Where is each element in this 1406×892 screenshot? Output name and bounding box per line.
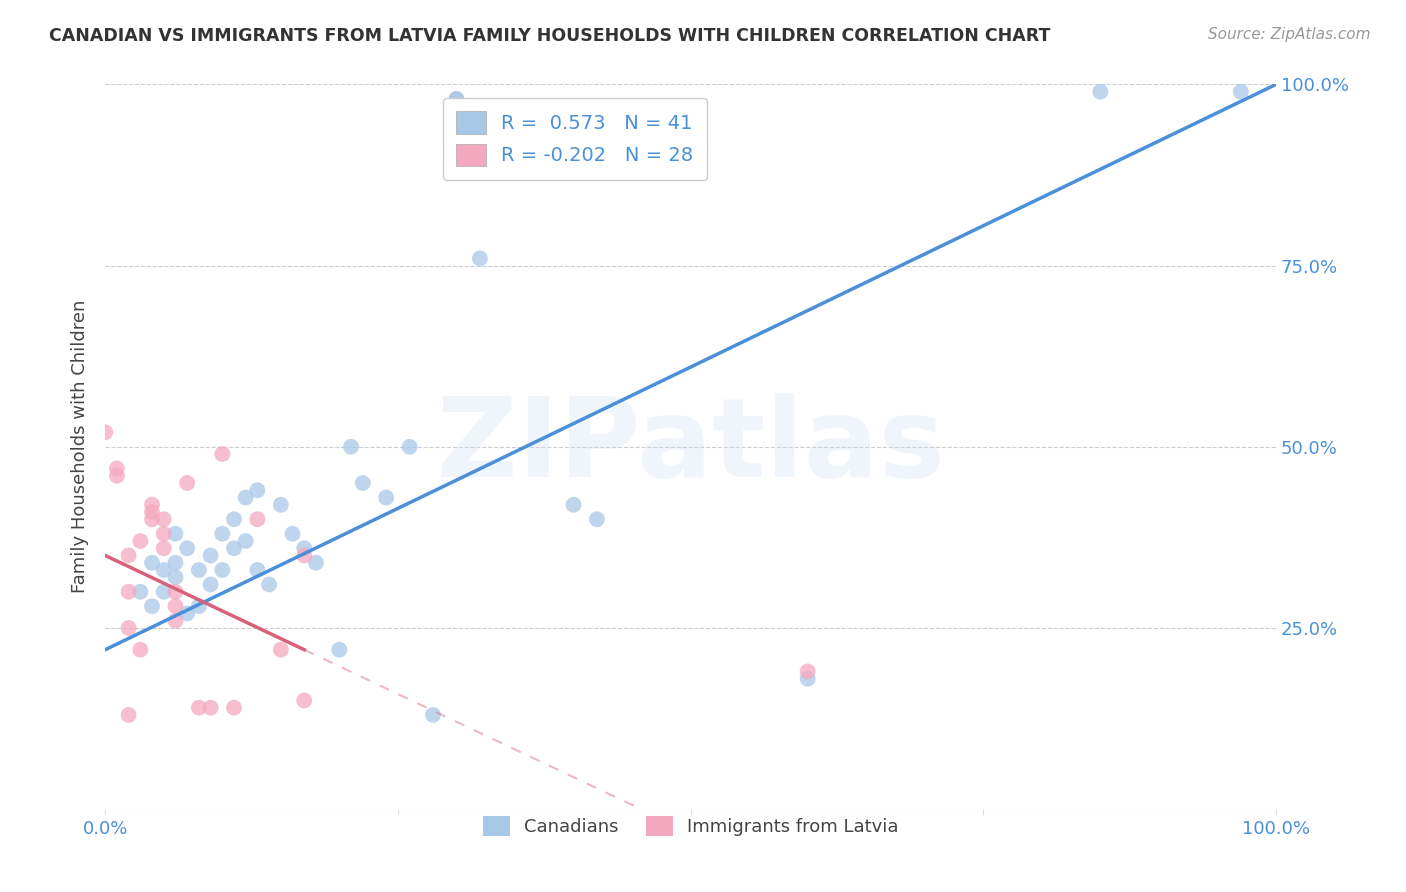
- Point: [152, 512, 174, 526]
- Point: [446, 92, 468, 106]
- Point: [176, 476, 198, 491]
- Point: [141, 498, 163, 512]
- Point: [165, 570, 187, 584]
- Point: [246, 563, 269, 577]
- Point: [398, 440, 420, 454]
- Point: [1230, 85, 1253, 99]
- Point: [246, 512, 269, 526]
- Point: [375, 491, 398, 505]
- Point: [235, 534, 257, 549]
- Text: CANADIAN VS IMMIGRANTS FROM LATVIA FAMILY HOUSEHOLDS WITH CHILDREN CORRELATION C: CANADIAN VS IMMIGRANTS FROM LATVIA FAMIL…: [49, 27, 1050, 45]
- Point: [117, 549, 139, 563]
- Point: [352, 476, 374, 491]
- Point: [270, 498, 292, 512]
- Point: [1090, 85, 1112, 99]
- Point: [187, 700, 209, 714]
- Point: [222, 541, 245, 556]
- Point: [187, 599, 209, 614]
- Point: [129, 642, 152, 657]
- Point: [222, 512, 245, 526]
- Point: [117, 621, 139, 635]
- Point: [200, 700, 222, 714]
- Point: [165, 599, 187, 614]
- Point: [292, 541, 315, 556]
- Point: [176, 607, 198, 621]
- Point: [141, 556, 163, 570]
- Point: [211, 526, 233, 541]
- Point: [176, 541, 198, 556]
- Point: [117, 584, 139, 599]
- Point: [340, 440, 363, 454]
- Point: [105, 461, 128, 475]
- Point: [165, 614, 187, 628]
- Point: [152, 563, 174, 577]
- Point: [152, 584, 174, 599]
- Point: [211, 447, 233, 461]
- Point: [187, 563, 209, 577]
- Point: [211, 563, 233, 577]
- Point: [200, 549, 222, 563]
- Point: [117, 707, 139, 722]
- Point: [165, 556, 187, 570]
- Point: [152, 541, 174, 556]
- Point: [446, 92, 468, 106]
- Point: [305, 556, 328, 570]
- Point: [796, 665, 818, 679]
- Point: [141, 599, 163, 614]
- Point: [468, 252, 491, 266]
- Point: [129, 534, 152, 549]
- Point: [292, 549, 315, 563]
- Point: [270, 642, 292, 657]
- Legend: Canadians, Immigrants from Latvia: Canadians, Immigrants from Latvia: [475, 808, 905, 844]
- Point: [165, 526, 187, 541]
- Point: [105, 468, 128, 483]
- Point: [165, 584, 187, 599]
- Point: [129, 584, 152, 599]
- Y-axis label: Family Households with Children: Family Households with Children: [72, 300, 89, 593]
- Point: [562, 498, 585, 512]
- Point: [152, 526, 174, 541]
- Point: [586, 512, 609, 526]
- Point: [94, 425, 117, 440]
- Point: [141, 512, 163, 526]
- Point: [281, 526, 304, 541]
- Text: ZIPatlas: ZIPatlas: [437, 393, 945, 500]
- Point: [796, 672, 818, 686]
- Point: [422, 707, 444, 722]
- Point: [235, 491, 257, 505]
- Text: Source: ZipAtlas.com: Source: ZipAtlas.com: [1208, 27, 1371, 42]
- Point: [246, 483, 269, 498]
- Point: [222, 700, 245, 714]
- Point: [141, 505, 163, 519]
- Point: [200, 577, 222, 591]
- Point: [328, 642, 350, 657]
- Point: [292, 693, 315, 707]
- Point: [257, 577, 280, 591]
